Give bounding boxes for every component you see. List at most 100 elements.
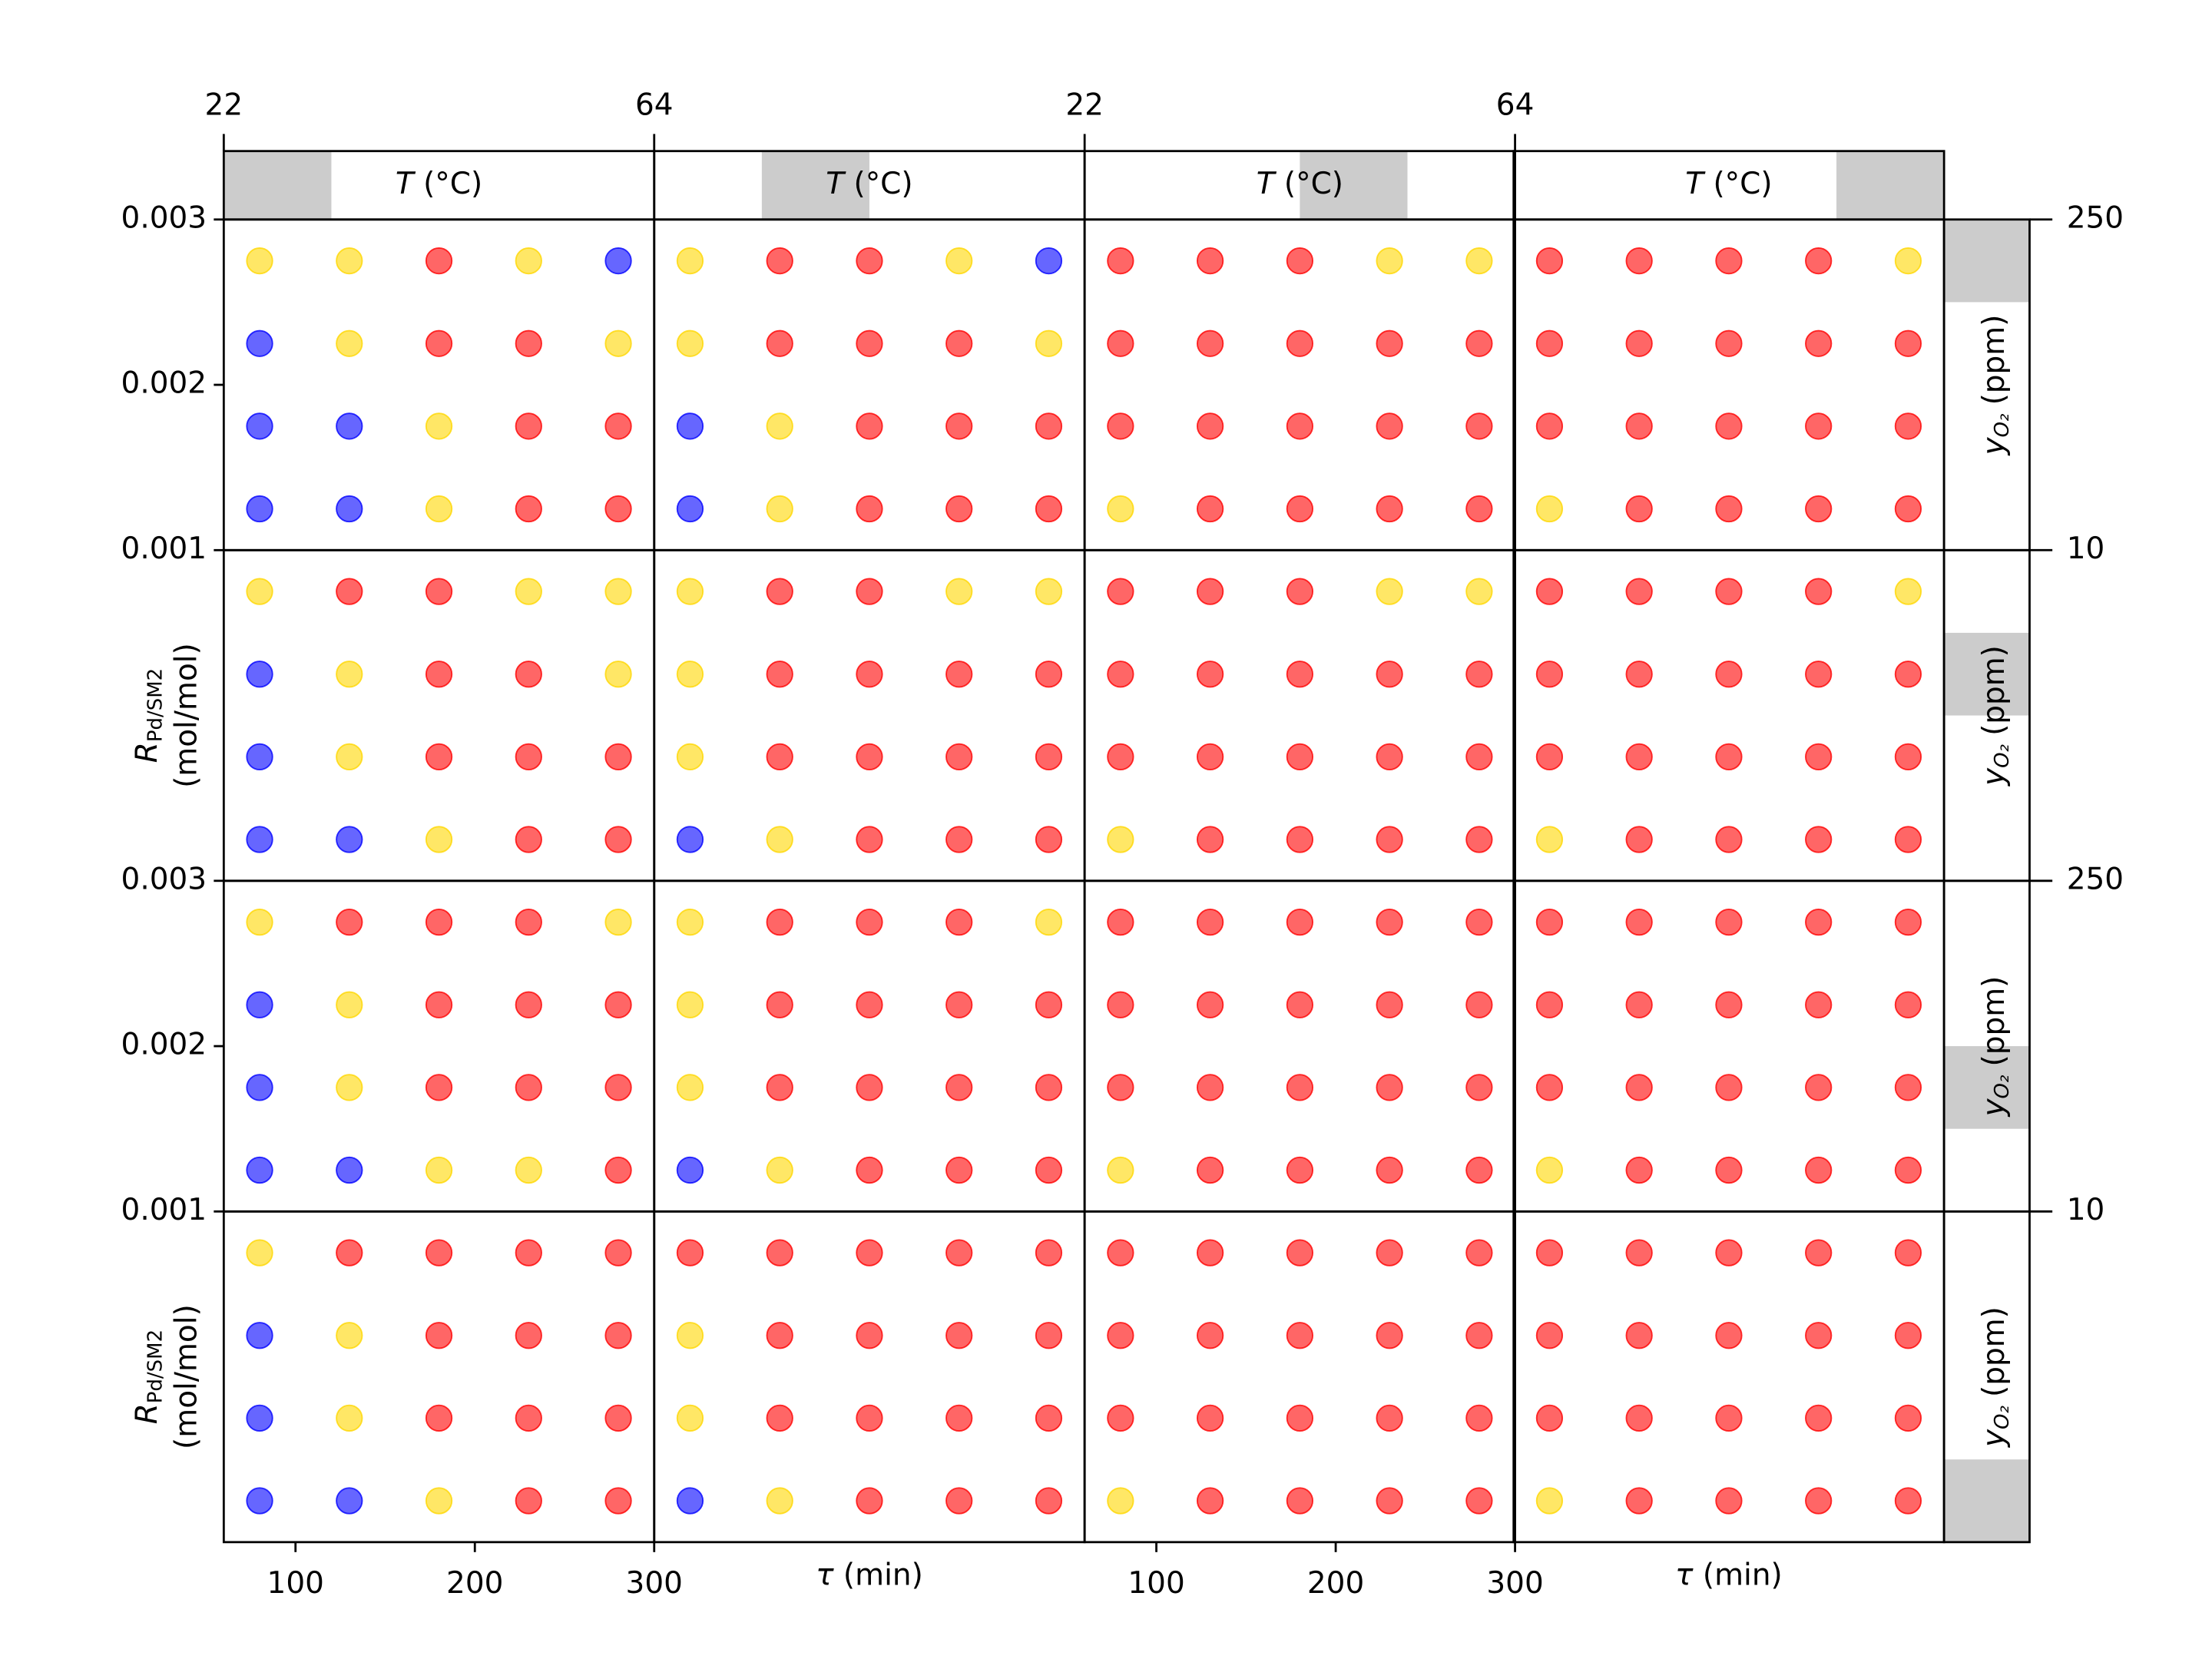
point <box>1107 908 1134 936</box>
point <box>1805 1239 1833 1267</box>
point <box>1535 1487 1564 1515</box>
point <box>676 991 704 1018</box>
t-symbol: T <box>1257 167 1277 201</box>
point <box>1805 578 1833 605</box>
point <box>246 991 273 1018</box>
point <box>676 908 704 936</box>
point <box>1535 991 1564 1018</box>
point <box>1376 1156 1403 1184</box>
x-tick-label: 100 <box>267 1566 324 1601</box>
o2-tick-label: 10 <box>2067 1193 2105 1227</box>
point <box>1107 743 1134 770</box>
point <box>1376 661 1403 688</box>
point <box>1715 329 1743 357</box>
point <box>1286 1156 1314 1184</box>
o2-symbol: y <box>1976 1429 2011 1448</box>
point <box>1715 1487 1743 1515</box>
point <box>945 1239 973 1267</box>
point <box>1465 495 1493 523</box>
point <box>945 495 973 523</box>
point <box>1894 1322 1922 1349</box>
point <box>1465 1322 1493 1349</box>
y-tick-label: 0.002 <box>121 1028 207 1062</box>
point <box>1625 1074 1653 1101</box>
y-tick-label: 0.001 <box>121 1193 207 1227</box>
point <box>1805 247 1833 275</box>
point <box>515 1156 542 1184</box>
point <box>1625 1239 1653 1267</box>
point <box>425 1156 453 1184</box>
point <box>945 743 973 770</box>
point <box>1894 1239 1922 1267</box>
point <box>1035 908 1063 936</box>
point <box>246 826 273 853</box>
point <box>1376 1322 1403 1349</box>
point <box>945 1074 973 1101</box>
o2-symbol: y <box>1976 767 2011 786</box>
point <box>1715 1156 1743 1184</box>
t-symbol: T <box>1685 167 1706 201</box>
point <box>604 908 632 936</box>
point <box>604 247 632 275</box>
point <box>1286 329 1314 357</box>
point <box>1535 1156 1564 1184</box>
point <box>1107 495 1134 523</box>
point <box>1286 1074 1314 1101</box>
point <box>945 1156 973 1184</box>
point <box>1196 1322 1224 1349</box>
point <box>246 908 273 936</box>
point <box>766 1156 793 1184</box>
point <box>1715 247 1743 275</box>
point <box>246 1487 273 1515</box>
x-axis-label: τ (min) <box>816 1558 923 1592</box>
point <box>246 1404 273 1432</box>
point <box>425 578 453 605</box>
point <box>604 991 632 1018</box>
point <box>1465 1239 1493 1267</box>
point <box>766 1322 793 1349</box>
point <box>856 1322 883 1349</box>
point <box>515 1074 542 1101</box>
point <box>1376 495 1403 523</box>
point <box>1625 661 1653 688</box>
o2-tick-label: 250 <box>2067 862 2124 896</box>
point <box>1376 412 1403 440</box>
point <box>676 329 704 357</box>
point <box>1625 1156 1653 1184</box>
point <box>1035 826 1063 853</box>
point <box>246 1322 273 1349</box>
point <box>1894 743 1922 770</box>
point <box>1196 1074 1224 1101</box>
point <box>1035 1239 1063 1267</box>
t-tick-label: 64 <box>635 88 674 123</box>
point <box>604 1156 632 1184</box>
point <box>1805 991 1833 1018</box>
t-indicator <box>224 151 332 220</box>
point <box>1376 1239 1403 1267</box>
point <box>1376 329 1403 357</box>
point <box>246 1156 273 1184</box>
point <box>1535 826 1564 853</box>
point <box>1035 578 1063 605</box>
y-tick-label: 0.002 <box>121 366 207 401</box>
point <box>425 661 453 688</box>
point <box>856 412 883 440</box>
x-tick-label: 300 <box>1486 1566 1543 1601</box>
point <box>425 908 453 936</box>
point <box>766 412 793 440</box>
point <box>246 1239 273 1267</box>
point <box>1376 1074 1403 1101</box>
point <box>604 1239 632 1267</box>
point <box>856 908 883 936</box>
point <box>1535 661 1564 688</box>
x-axis-label: τ (min) <box>1675 1558 1783 1592</box>
point <box>1894 1156 1922 1184</box>
point <box>604 743 632 770</box>
point <box>1894 826 1922 853</box>
point <box>336 826 363 853</box>
point <box>1715 908 1743 936</box>
point <box>246 412 273 440</box>
point <box>1715 826 1743 853</box>
point <box>1894 412 1922 440</box>
point <box>1805 661 1833 688</box>
